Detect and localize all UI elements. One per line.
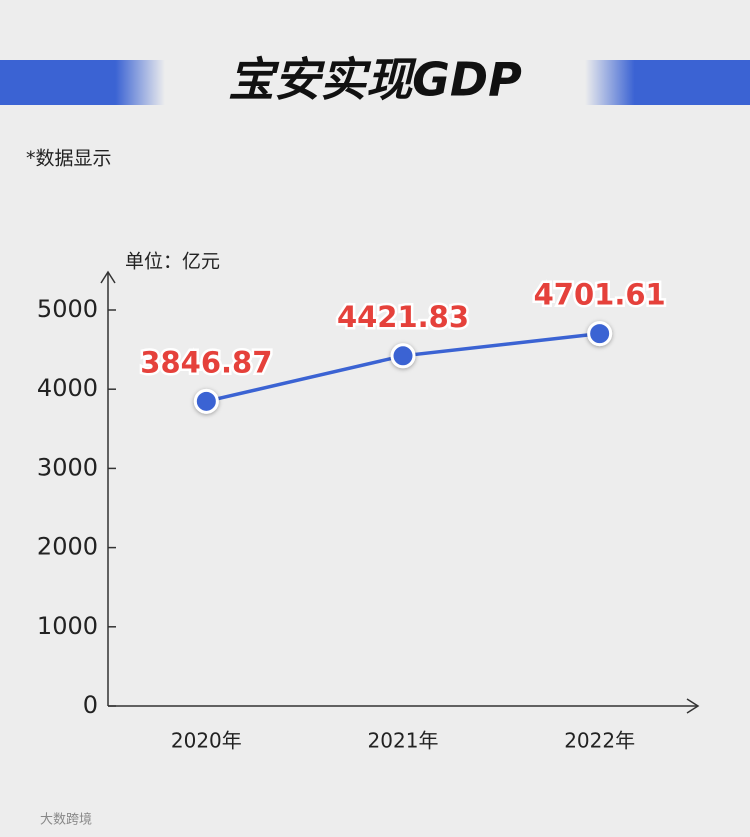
axes: [100, 270, 700, 714]
point: [193, 388, 219, 414]
banner-right: [585, 60, 750, 105]
x-tick-label: 2022年: [564, 729, 635, 753]
chart-title: 宝安实现GDP: [228, 53, 522, 107]
y-tick-label: 5000: [37, 295, 98, 323]
watermark: 大数跨境: [40, 813, 92, 828]
y-tick-label: 3000: [37, 453, 98, 481]
y-tick-label: 4000: [37, 374, 98, 402]
y-tick-label: 0: [83, 691, 98, 719]
x-tick-label: 2021年: [368, 729, 439, 753]
x-axis-arrow: [686, 698, 700, 714]
point: [587, 321, 613, 347]
y-tick-label: 1000: [37, 612, 98, 640]
data-label: 3846.87: [140, 345, 272, 379]
y-tick-label: 2000: [37, 533, 98, 561]
unit-label: 单位：亿元: [125, 251, 220, 273]
subtitle: *数据显示: [26, 148, 112, 170]
y-axis-arrow: [100, 270, 116, 284]
data-label: 4421.83: [337, 300, 469, 334]
point: [390, 343, 416, 369]
banner-left: [0, 60, 165, 105]
x-tick-label: 2020年: [171, 729, 242, 753]
data-label: 4701.61: [534, 278, 666, 312]
